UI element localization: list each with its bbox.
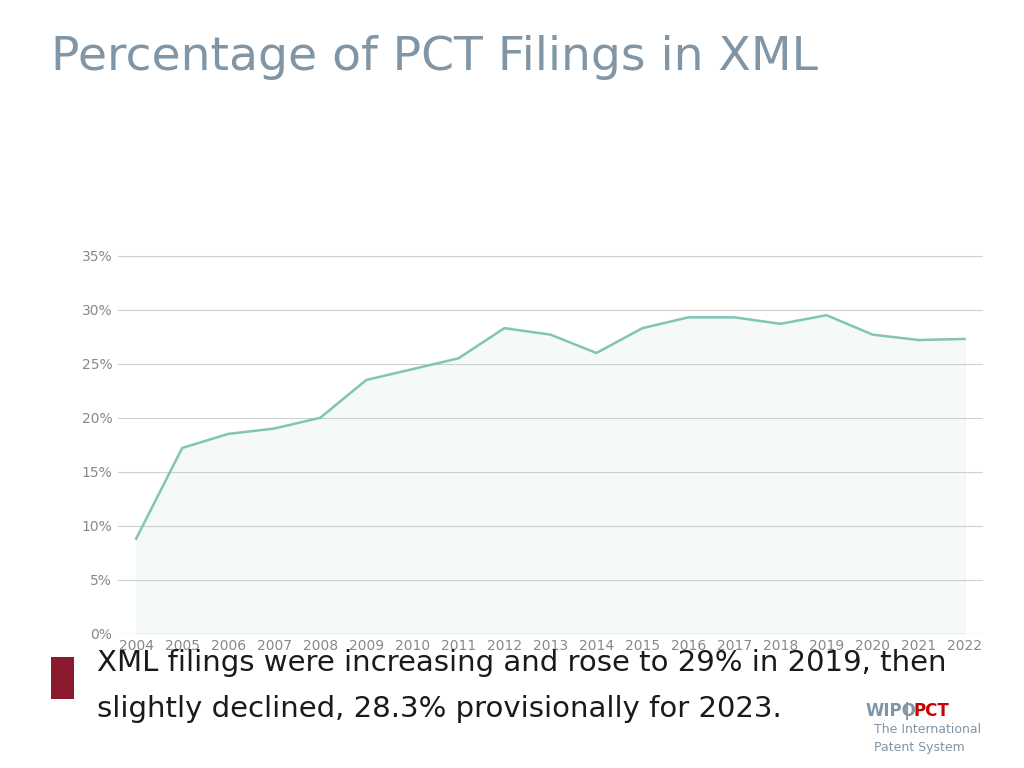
Text: The International
Patent System: The International Patent System (874, 723, 982, 754)
Text: PCT: PCT (913, 703, 949, 720)
Text: XML filings were increasing and rose to 29% in 2019, then: XML filings were increasing and rose to … (97, 649, 947, 677)
Text: slightly declined, 28.3% provisionally for 2023.: slightly declined, 28.3% provisionally f… (97, 695, 782, 723)
Text: Percentage of PCT Filings in XML: Percentage of PCT Filings in XML (51, 35, 818, 80)
Text: |: | (904, 703, 910, 720)
Text: WIPO: WIPO (865, 703, 916, 720)
